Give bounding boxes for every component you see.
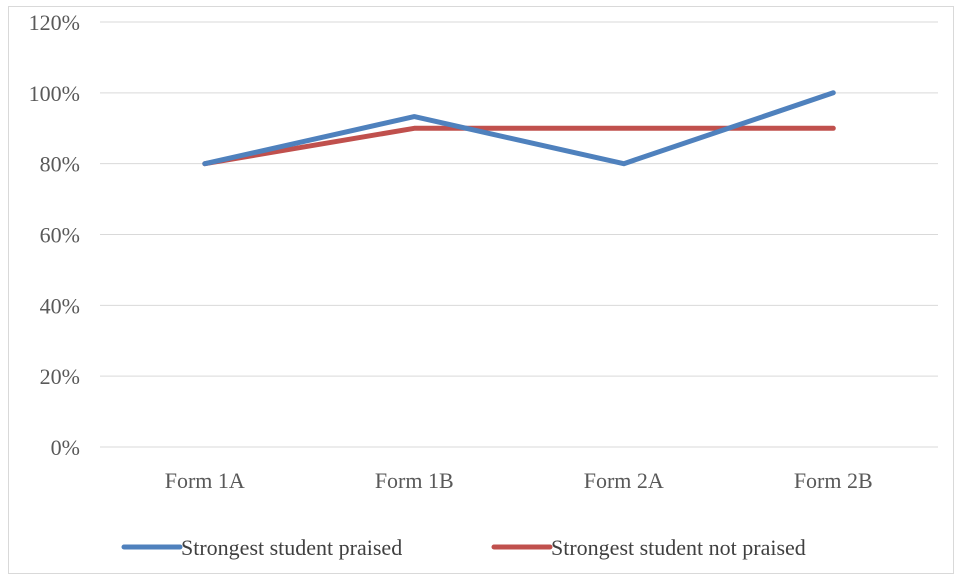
y-tick-label: 120% (29, 10, 80, 35)
x-axis-tick-labels: Form 1A Form 1B Form 2A Form 2B (165, 468, 873, 493)
series-lines (202, 90, 836, 167)
y-tick-label: 20% (40, 364, 80, 389)
y-tick-label: 80% (40, 152, 80, 177)
x-tick-label: Form 1A (165, 468, 245, 493)
chart-frame (8, 6, 954, 574)
y-tick-label: 0% (51, 435, 80, 460)
y-tick-label: 40% (40, 293, 80, 318)
legend-label-0: Strongest student praised (181, 535, 402, 560)
legend: Strongest student praised Strongest stude… (121, 535, 806, 560)
x-tick-label: Form 2A (584, 468, 664, 493)
gridlines (100, 21, 938, 448)
x-tick-label: Form 2B (794, 468, 873, 493)
x-tick-label: Form 1B (375, 468, 454, 493)
series-line-0 (202, 90, 836, 167)
y-tick-label: 100% (29, 81, 80, 106)
y-tick-label: 60% (40, 223, 80, 248)
legend-label-1: Strongest student not praised (551, 535, 806, 560)
y-axis-tick-labels: 0% 20% 40% 60% 80% 100% 120% (29, 10, 80, 460)
series-line-1 (202, 125, 836, 167)
